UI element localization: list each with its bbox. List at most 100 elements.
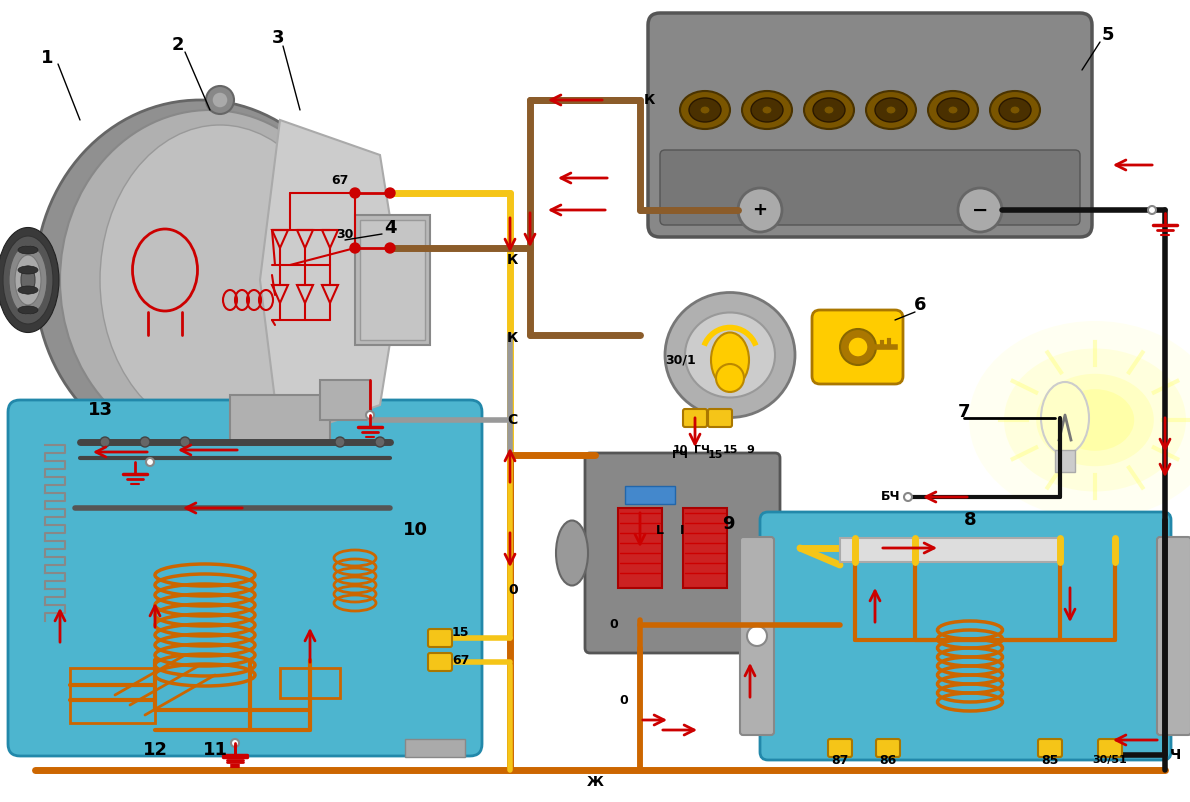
Text: 86: 86 [879, 754, 896, 767]
Ellipse shape [4, 236, 54, 324]
Ellipse shape [1036, 374, 1154, 466]
Text: 10: 10 [402, 521, 427, 539]
Text: 85: 85 [1041, 754, 1059, 767]
Text: 15: 15 [452, 626, 470, 638]
Circle shape [146, 458, 154, 466]
Ellipse shape [823, 106, 834, 114]
Ellipse shape [937, 98, 969, 122]
Ellipse shape [556, 520, 588, 585]
Ellipse shape [948, 106, 958, 114]
Ellipse shape [15, 255, 40, 305]
Bar [683, 508, 727, 588]
Circle shape [180, 437, 190, 447]
Ellipse shape [804, 91, 854, 129]
Ellipse shape [1041, 382, 1089, 454]
Ellipse shape [762, 106, 772, 114]
Ellipse shape [751, 98, 783, 122]
FancyBboxPatch shape [740, 537, 774, 735]
Ellipse shape [18, 306, 38, 314]
Ellipse shape [0, 228, 60, 333]
Ellipse shape [679, 91, 729, 129]
Ellipse shape [700, 106, 710, 114]
Circle shape [140, 437, 150, 447]
Text: ГЧ: ГЧ [694, 445, 710, 455]
Ellipse shape [1010, 106, 1020, 114]
Circle shape [1148, 206, 1155, 214]
Circle shape [231, 739, 239, 747]
Ellipse shape [969, 321, 1190, 519]
Ellipse shape [689, 98, 721, 122]
Text: 0: 0 [508, 583, 518, 597]
Text: 5: 5 [1102, 26, 1114, 44]
Circle shape [212, 92, 228, 108]
Ellipse shape [813, 98, 845, 122]
FancyBboxPatch shape [649, 13, 1092, 237]
Text: 0: 0 [619, 694, 628, 707]
Ellipse shape [18, 246, 38, 254]
Text: −: − [972, 200, 988, 220]
Text: Ж: Ж [587, 775, 603, 789]
Text: +: + [752, 201, 768, 219]
Circle shape [840, 329, 876, 365]
Ellipse shape [685, 313, 775, 398]
Text: 30/51: 30/51 [1092, 755, 1127, 765]
Bar [840, 538, 1060, 562]
Text: 6: 6 [914, 296, 926, 314]
FancyBboxPatch shape [812, 310, 903, 384]
Text: К: К [507, 253, 518, 267]
Circle shape [336, 437, 345, 447]
Ellipse shape [100, 125, 340, 435]
Text: 30: 30 [337, 229, 353, 241]
Text: 7: 7 [958, 403, 970, 421]
Bar [320, 380, 370, 420]
Text: К: К [507, 331, 518, 345]
FancyBboxPatch shape [1038, 739, 1061, 757]
Circle shape [350, 243, 361, 253]
Circle shape [367, 411, 374, 419]
Bar [280, 668, 340, 698]
Ellipse shape [866, 91, 916, 129]
Bar [361, 220, 425, 340]
Circle shape [738, 188, 782, 232]
Ellipse shape [21, 266, 35, 294]
Text: 11: 11 [202, 741, 227, 759]
Bar [405, 739, 465, 757]
FancyBboxPatch shape [876, 739, 900, 757]
FancyBboxPatch shape [708, 409, 732, 427]
Text: 13: 13 [88, 401, 113, 419]
FancyBboxPatch shape [760, 512, 1171, 760]
Ellipse shape [18, 266, 38, 274]
Ellipse shape [60, 110, 361, 450]
Text: 12: 12 [143, 741, 168, 759]
Text: 9: 9 [746, 445, 754, 455]
Circle shape [747, 626, 768, 646]
Text: С: С [508, 413, 518, 427]
Ellipse shape [998, 98, 1031, 122]
Circle shape [958, 188, 1002, 232]
Text: 67: 67 [331, 173, 349, 187]
Text: 0: 0 [609, 618, 618, 631]
Circle shape [848, 337, 868, 357]
Text: 15: 15 [722, 445, 738, 455]
Bar [1056, 450, 1075, 472]
Circle shape [716, 364, 744, 392]
Ellipse shape [10, 245, 46, 315]
FancyBboxPatch shape [1157, 537, 1190, 735]
Ellipse shape [875, 98, 907, 122]
Text: 87: 87 [832, 754, 848, 767]
Ellipse shape [990, 91, 1040, 129]
Ellipse shape [743, 91, 793, 129]
FancyBboxPatch shape [585, 453, 779, 653]
Text: I: I [679, 524, 684, 537]
Circle shape [206, 86, 234, 114]
Text: 67: 67 [452, 654, 469, 666]
Text: 30/1: 30/1 [665, 354, 696, 367]
Ellipse shape [1004, 349, 1186, 492]
Text: 3: 3 [271, 29, 284, 47]
FancyBboxPatch shape [428, 653, 452, 671]
Text: 2: 2 [171, 36, 184, 54]
Circle shape [100, 437, 109, 447]
Circle shape [386, 188, 395, 198]
Text: 10: 10 [672, 445, 688, 455]
FancyBboxPatch shape [660, 150, 1081, 225]
